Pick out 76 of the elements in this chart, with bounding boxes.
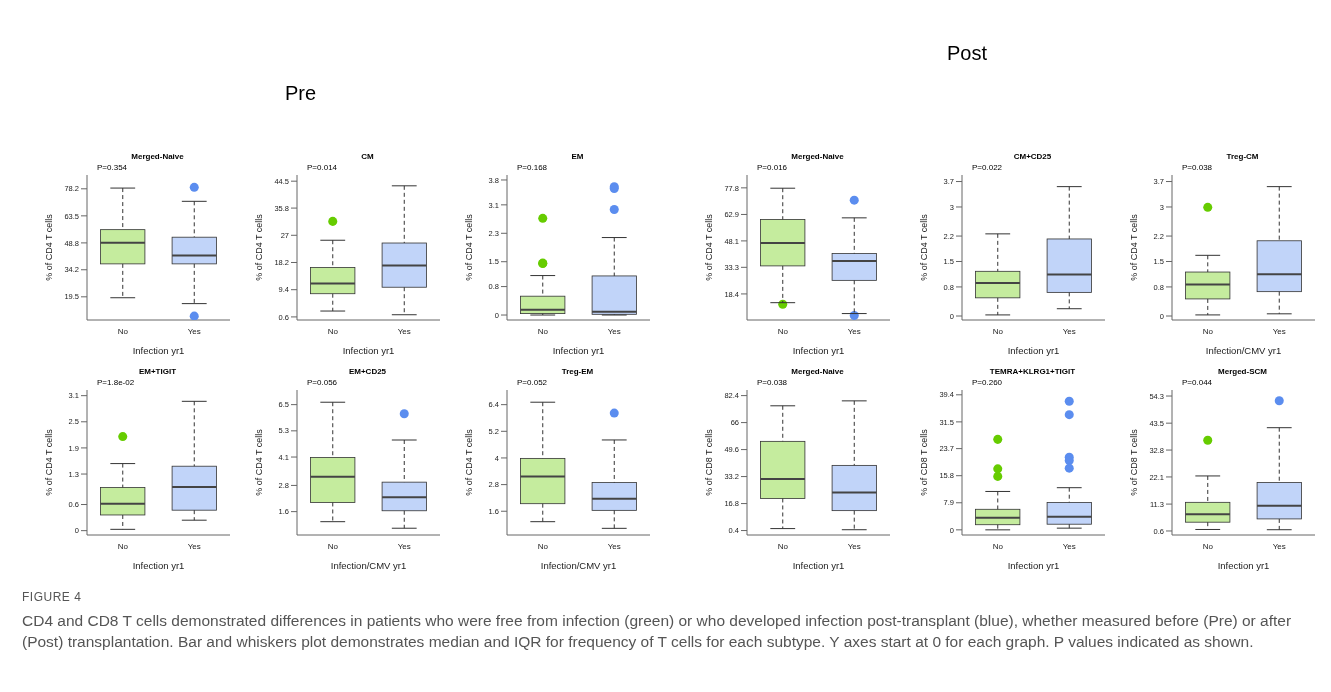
x-tick-label: Yes bbox=[397, 541, 411, 551]
x-axis-title: Infection yr1 bbox=[792, 345, 845, 356]
x-tick-label: No bbox=[992, 541, 1004, 551]
chart-title: Merged-SCM bbox=[1217, 367, 1268, 376]
x-tick-label: Yes bbox=[1272, 541, 1286, 551]
text: P=0.056 bbox=[307, 378, 338, 387]
text: P=0.014 bbox=[307, 163, 338, 172]
chart-title: CM bbox=[360, 152, 375, 161]
y-axis-title: % of CD4 T cells bbox=[254, 213, 265, 281]
text: FIGURE 4 bbox=[22, 590, 83, 604]
text: P=0.022 bbox=[972, 163, 1003, 172]
x-tick-label: No bbox=[327, 326, 339, 336]
x-tick-label: Yes bbox=[187, 541, 201, 551]
chart-title: Merged-Naive bbox=[130, 152, 185, 161]
chart-title: EM bbox=[570, 152, 585, 161]
text: P=1.8e-02 bbox=[97, 378, 135, 387]
x-axis-title: Infection yr1 bbox=[342, 345, 395, 356]
x-axis-title: Infection/CMV yr1 bbox=[540, 560, 617, 571]
text: P=0.168 bbox=[517, 163, 548, 172]
x-tick-label: Yes bbox=[1062, 541, 1076, 551]
text: CD4 and CD8 T cells demonstrated differences in patients who were free from infection (green) or who developed infection post-transplant (blue), whether measured before (Pre) or after (Post) transplantation. Bar and whiskers plot demonstrates median and IQR for frequency of T cells for each subtype. Y axes start at 0 for each graph. P values indicated as shown. bbox=[22, 611, 1293, 652]
x-tick-label: Yes bbox=[187, 326, 201, 336]
x-tick-label: No bbox=[537, 541, 549, 551]
y-axis-title: % of CD4 T cells bbox=[44, 428, 55, 496]
x-tick-label: Yes bbox=[847, 326, 861, 336]
text: P=0.044 bbox=[1182, 378, 1213, 387]
x-tick-label: No bbox=[537, 326, 549, 336]
x-tick-label: No bbox=[777, 326, 789, 336]
y-axis-title: % of CD4 T cells bbox=[704, 213, 715, 281]
x-axis-title: Infection yr1 bbox=[552, 345, 605, 356]
chart-title: Treg-CM bbox=[1225, 152, 1260, 161]
x-axis-title: Infection yr1 bbox=[132, 560, 185, 571]
chart-title: EM+TIGIT bbox=[137, 367, 178, 376]
y-axis-title: % of CD4 T cells bbox=[919, 213, 930, 281]
text: P=0.016 bbox=[757, 163, 788, 172]
y-axis-title: % of CD8 T cells bbox=[704, 428, 715, 496]
x-axis-title: Infection yr1 bbox=[1217, 560, 1270, 571]
text: P=0.260 bbox=[972, 378, 1003, 387]
x-tick-label: Yes bbox=[847, 541, 861, 551]
x-tick-label: Yes bbox=[1272, 326, 1286, 336]
text: Pre bbox=[285, 82, 317, 105]
x-tick-label: No bbox=[777, 541, 789, 551]
chart-title: CM+CD25 bbox=[1012, 152, 1053, 161]
y-axis-title: % of CD4 T cells bbox=[464, 213, 475, 281]
x-tick-label: No bbox=[117, 541, 129, 551]
x-tick-label: No bbox=[327, 541, 339, 551]
text: P=0.038 bbox=[757, 378, 788, 387]
x-tick-label: No bbox=[117, 326, 129, 336]
x-axis-title: Infection/CMV yr1 bbox=[330, 560, 407, 571]
x-axis-title: Infection yr1 bbox=[1007, 560, 1060, 571]
chart-title: TEMRA+KLRG1+TIGIT bbox=[988, 367, 1077, 376]
x-tick-label: No bbox=[1202, 541, 1214, 551]
y-axis-title: % of CD4 T cells bbox=[254, 428, 265, 496]
y-axis-title: % of CD4 T cells bbox=[1129, 213, 1140, 281]
x-tick-label: Yes bbox=[1062, 326, 1076, 336]
text: P=0.038 bbox=[1182, 163, 1213, 172]
x-tick-label: No bbox=[1202, 326, 1214, 336]
y-axis-title: % of CD4 T cells bbox=[464, 428, 475, 496]
x-tick-label: Yes bbox=[607, 541, 621, 551]
x-axis-title: Infection yr1 bbox=[1007, 345, 1060, 356]
chart-title: Merged-Naive bbox=[790, 152, 845, 161]
x-tick-label: Yes bbox=[397, 326, 411, 336]
x-axis-title: Infection yr1 bbox=[792, 560, 845, 571]
text: P=0.354 bbox=[97, 163, 128, 172]
x-tick-label: No bbox=[992, 326, 1004, 336]
text: P=0.052 bbox=[517, 378, 548, 387]
x-tick-label: Yes bbox=[607, 326, 621, 336]
x-axis-title: Infection/CMV yr1 bbox=[1205, 345, 1282, 356]
chart-title: Treg-EM bbox=[560, 367, 595, 376]
y-axis-title: % of CD4 T cells bbox=[44, 213, 55, 281]
y-axis-title: % of CD8 T cells bbox=[919, 428, 930, 496]
chart-title: Merged-Naive bbox=[790, 367, 845, 376]
y-axis-title: % of CD8 T cells bbox=[1129, 428, 1140, 496]
text: Post bbox=[947, 42, 988, 65]
x-axis-title: Infection yr1 bbox=[132, 345, 185, 356]
chart-title: EM+CD25 bbox=[347, 367, 388, 376]
